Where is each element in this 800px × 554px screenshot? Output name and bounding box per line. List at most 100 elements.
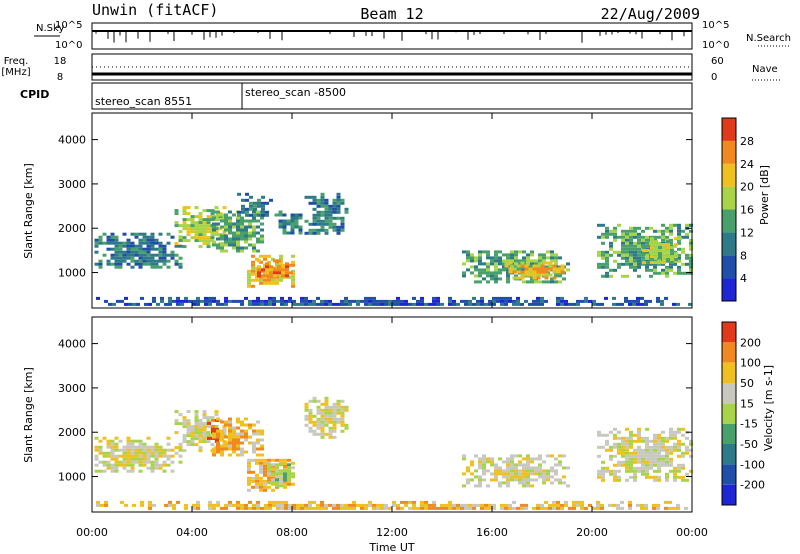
velocity-cell: [408, 500, 412, 504]
power-cell: [689, 253, 693, 257]
velocity-cell: [592, 506, 596, 510]
power-cell: [661, 232, 665, 236]
power-cell: [202, 221, 207, 225]
power-cell: [524, 267, 529, 271]
power-cell: [681, 235, 685, 239]
velocity-cell: [448, 503, 452, 507]
power-cell: [130, 232, 135, 236]
power-cell: [356, 299, 360, 303]
power-cell: [669, 223, 673, 227]
velocity-cell: [248, 506, 252, 510]
power-cell: [118, 247, 123, 251]
velocity-cell: [291, 461, 295, 465]
power-cell: [605, 250, 609, 254]
power-cell: [625, 274, 629, 278]
power-cell: [665, 271, 669, 275]
velocity-cell: [656, 506, 660, 510]
power-cell: [194, 233, 199, 237]
power-cell: [257, 204, 261, 208]
velocity-cell: [498, 457, 502, 461]
power-cell: [660, 302, 664, 306]
power-cell: [666, 252, 670, 256]
power-cell: [673, 244, 677, 248]
power-cell: [130, 250, 135, 254]
power-cell: [182, 209, 187, 213]
velocity-cell: [560, 503, 564, 507]
power-cell: [198, 245, 203, 249]
velocity-cell: [478, 484, 482, 488]
power-cell: [644, 302, 648, 306]
power-cell: [130, 265, 135, 269]
power-cell: [216, 222, 220, 226]
velocity-cell: [248, 423, 252, 427]
velocity-cell: [392, 503, 396, 507]
power-cell: [518, 268, 522, 272]
power-cell: [272, 296, 276, 300]
power-cell: [669, 268, 673, 272]
power-cell: [677, 268, 681, 272]
power-cell: [236, 243, 240, 247]
velocity-cell: [94, 457, 99, 461]
velocity-cell: [138, 451, 143, 455]
power-cell: [492, 302, 496, 306]
power-cell: [248, 237, 252, 241]
power-cell: [677, 259, 681, 263]
velocity-cell: [168, 503, 172, 507]
power-cell: [158, 241, 163, 245]
velocity-colorbar-label: Velocity [m s-1]: [762, 365, 775, 451]
power-cell: [206, 242, 211, 246]
velocity-cell: [364, 506, 368, 510]
velocity-cell: [134, 439, 139, 443]
velocity-cell: [320, 435, 325, 439]
velocity-cell: [114, 457, 119, 461]
power-cell: [520, 261, 525, 265]
velocity-cell: [336, 399, 341, 403]
velocity-cell: [126, 460, 131, 464]
velocity-cell: [244, 429, 248, 433]
velocity-cell: [372, 503, 376, 507]
velocity-cell: [448, 500, 452, 504]
power-cell: [186, 230, 191, 234]
power-cell: [432, 302, 436, 306]
velocity-cell: [259, 482, 263, 486]
nave-top-tick: 60: [711, 56, 724, 67]
power-cell: [462, 262, 466, 266]
velocity-cell: [514, 466, 518, 470]
power-cell: [681, 262, 685, 266]
power-cell: [544, 299, 548, 303]
velocity-cell: [685, 445, 689, 449]
power-cell: [273, 274, 277, 278]
power-cell: [236, 231, 240, 235]
velocity-cell: [232, 438, 236, 442]
velocity-cell: [142, 454, 147, 458]
power-cell: [502, 262, 506, 266]
power-cell: [629, 259, 633, 263]
velocity-cell: [544, 506, 548, 510]
power-cell: [228, 231, 232, 235]
power-cell: [624, 299, 628, 303]
velocity-cell: [609, 469, 613, 473]
velocity-cell: [396, 503, 400, 507]
velocity-cell: [207, 436, 211, 440]
velocity-cell: [613, 478, 617, 482]
power-cell: [540, 273, 545, 277]
velocity-cell: [584, 506, 588, 510]
power-cell: [263, 254, 267, 258]
power-cell: [198, 233, 203, 237]
velocity-cell: [649, 439, 653, 443]
power-cell: [498, 268, 502, 272]
velocity-cell: [172, 503, 176, 507]
power-cell: [522, 259, 526, 263]
power-cell: [528, 302, 532, 306]
velocity-cell: [596, 503, 600, 507]
power-cell: [220, 219, 224, 223]
power-cell: [372, 299, 376, 303]
power-cell: [138, 241, 143, 245]
power-cell: [685, 235, 689, 239]
velocity-cell: [546, 475, 550, 479]
power-cell: [130, 259, 135, 263]
power-cell: [304, 231, 309, 235]
power-cell: [206, 239, 211, 243]
velocity-cell: [665, 463, 669, 467]
power-cell: [118, 262, 123, 266]
